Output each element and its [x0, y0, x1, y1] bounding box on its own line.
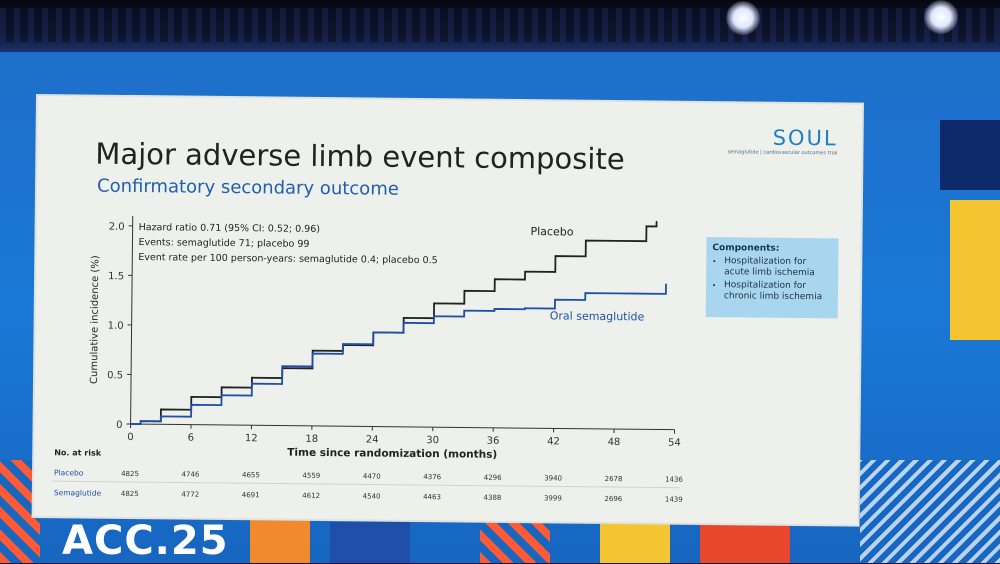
risk-cell: 4612: [302, 492, 320, 500]
km-chart: 0 0.5 1.0 1.5 2.0 0 6 12 18 24 30 36 42 48 54 Time sin…: [34, 211, 717, 518]
chart-labels: Time since randomization (months) Cumulat…: [52, 220, 686, 504]
y-tick-label: 1.5: [108, 271, 124, 282]
risk-cell: 3940: [544, 474, 562, 482]
risk-cell: 4470: [363, 472, 381, 480]
x-axis-line: [131, 424, 675, 430]
risk-cell: 4559: [302, 472, 320, 480]
x-tick-label: 42: [547, 436, 560, 447]
annotation-text: Event rate per 100 person-years: semaglu…: [138, 252, 437, 266]
x-tick-label: 6: [188, 433, 194, 444]
series-label-placebo: Placebo: [530, 225, 573, 238]
y-tick-label: 2.0: [109, 222, 125, 233]
components-list: Hospitalization for acute limb ischemia …: [712, 256, 832, 303]
risk-cell: 4376: [423, 473, 441, 481]
slide-title: Major adverse limb event composite: [95, 137, 625, 177]
risk-cell: 4772: [181, 491, 199, 499]
risk-cell: 4746: [182, 471, 200, 479]
series-line-semaglutide: [131, 278, 666, 429]
risk-cell: 4825: [121, 470, 139, 478]
x-tick-label: 48: [608, 437, 621, 448]
risk-cell: 4540: [363, 492, 381, 500]
component-item: Hospitalization for chronic limb ischemi…: [724, 280, 832, 303]
x-tick-label: 18: [305, 434, 318, 445]
stage-light: [726, 1, 760, 35]
decor-yellow-block: [600, 524, 670, 563]
x-tick-label: 12: [245, 433, 258, 444]
annotation-text: Hazard ratio 0.71 (95% CI: 0.52; 0.96): [139, 222, 320, 235]
x-tick-label: 0: [127, 432, 133, 443]
risk-row-label: Placebo: [54, 468, 84, 477]
y-axis-line: [131, 216, 133, 424]
decor-stripes: [480, 520, 550, 563]
stage-light: [924, 0, 958, 34]
decor-red-block: [700, 522, 790, 563]
brand-name: SOUL: [728, 125, 838, 150]
risk-cell: 1439: [665, 496, 683, 504]
risk-cell: 4463: [423, 493, 441, 501]
decor-yellow-panel: [950, 200, 1000, 340]
annotation-text: Events: semaglutide 71; placebo 99: [138, 237, 309, 250]
risk-cell: 4655: [242, 471, 260, 479]
risk-divider: [52, 481, 680, 488]
x-axis-label: Time since randomization (months): [287, 447, 497, 461]
risk-table-header: No. at risk: [54, 448, 102, 457]
risk-cell: 1436: [665, 476, 683, 484]
risk-cell: 4691: [242, 491, 260, 499]
components-heading: Components:: [712, 243, 832, 254]
x-tick-label: 24: [366, 434, 379, 445]
x-tick-label: 30: [426, 435, 439, 446]
y-tick-label: 1.0: [108, 321, 124, 332]
decor-orange-block: [250, 520, 310, 563]
presentation-slide: Major adverse limb event composite Confi…: [34, 96, 862, 525]
decor-blue-block: [330, 522, 410, 563]
risk-cell: 4825: [121, 490, 139, 498]
risk-row-label: Semaglutide: [54, 488, 102, 497]
decor-stripes: [860, 460, 1000, 563]
risk-cell: 2678: [605, 475, 623, 483]
components-box: Components: Hospitalization for acute li…: [706, 237, 839, 318]
risk-cell: 3999: [544, 494, 562, 502]
series-label-semaglutide: Oral semaglutide: [550, 309, 645, 323]
brand-tagline: semaglutide | cardiovascular outcomes tr…: [728, 149, 838, 156]
risk-cell: 2696: [604, 495, 622, 503]
y-tick-label: 0: [116, 420, 122, 431]
y-axis-label: Cumulative incidence (%): [89, 255, 101, 384]
slide-subtitle: Confirmatory secondary outcome: [97, 176, 399, 200]
risk-cell: 4296: [484, 474, 502, 482]
y-tick-label: 0.5: [107, 370, 123, 381]
acc-logo: ACC.25: [62, 518, 229, 564]
venue-truss: [0, 8, 1000, 42]
trial-brand: SOUL semaglutide | cardiovascular outcom…: [728, 125, 838, 156]
decor-navy-panel: [940, 120, 1000, 190]
risk-cell: 4388: [484, 494, 502, 502]
x-tick-label: 54: [668, 438, 681, 449]
component-item: Hospitalization for acute limb ischemia: [724, 256, 832, 279]
x-tick-label: 36: [487, 436, 500, 447]
